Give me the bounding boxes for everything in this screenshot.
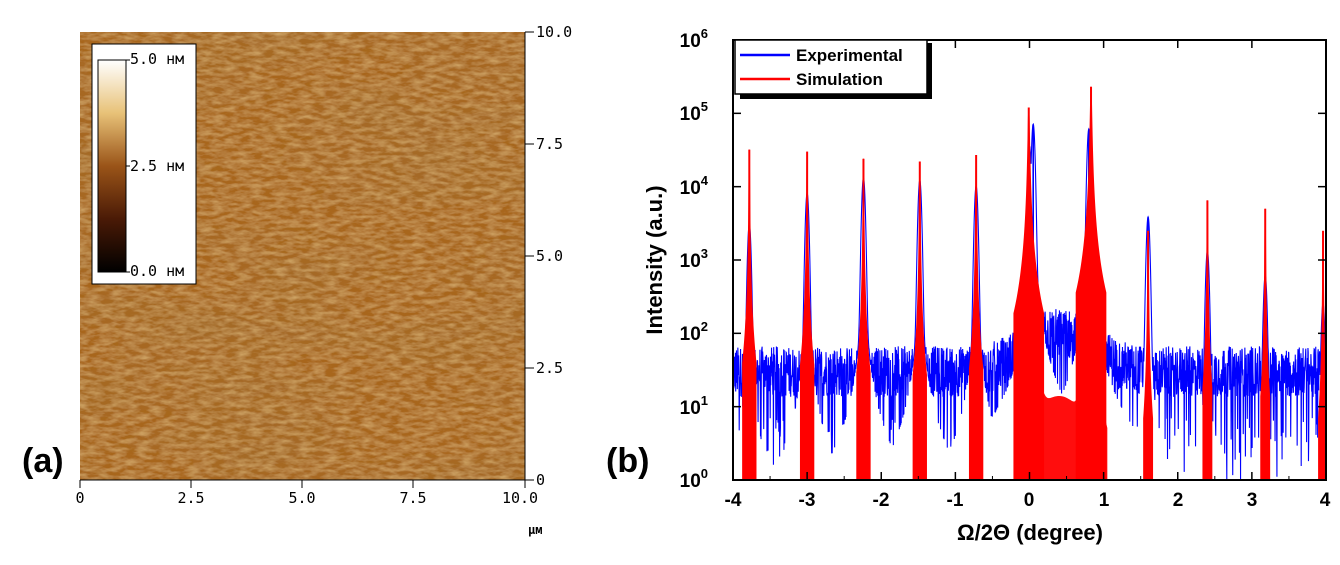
plot-area (733, 86, 1326, 480)
colorbar-max-label: 5.0 нм (130, 50, 184, 68)
x-tick-label: -3 (799, 490, 816, 511)
legend-simulation-label: Simulation (796, 70, 883, 89)
y-tick-label: 105 (680, 99, 708, 125)
afm-y-tick: 2.5 (536, 359, 563, 377)
colorbar-mid-label: 2.5 нм (130, 157, 184, 175)
afm-colorbar (97, 59, 127, 273)
panel-a-label: (a) (22, 442, 64, 480)
y-axis-title: Intensity (a.u.) (642, 185, 667, 334)
simulation-series (742, 86, 1326, 480)
y-tick-label: 102 (680, 319, 708, 345)
panel-a: 10.0 7.5 5.0 2.5 0 0 2.5 5.0 7.5 10.0 µм (22, 23, 572, 537)
afm-y-tick: 0 (536, 471, 545, 489)
x-tick-label: 2 (1173, 490, 1184, 511)
simulation-fringe-region (1014, 331, 1108, 480)
y-tick-label: 101 (680, 393, 708, 419)
afm-y-tick: 7.5 (536, 135, 563, 153)
colorbar-min-label: 0.0 нм (130, 262, 184, 280)
afm-x-tick: 5.0 (288, 489, 315, 507)
y-tick-label: 103 (680, 246, 708, 272)
x-tick-label: 1 (1099, 490, 1110, 511)
legend: Experimental Simulation (734, 39, 932, 99)
x-tick-labels: -4 -3 -2 -1 0 1 2 3 4 (725, 490, 1331, 511)
afm-x-tick: 0 (75, 489, 84, 507)
afm-y-tick: 5.0 (536, 247, 563, 265)
afm-y-tick: 10.0 (536, 23, 572, 41)
x-tick-label: -2 (873, 490, 890, 511)
x-tick-label: 0 (1024, 490, 1035, 511)
x-tick-label: -1 (947, 490, 964, 511)
afm-x-tick: 2.5 (177, 489, 204, 507)
x-axis-title: Ω/2Θ (degree) (957, 520, 1103, 545)
panel-b-label: (b) (606, 442, 649, 480)
afm-right-axis: 10.0 7.5 5.0 2.5 0 (524, 23, 572, 489)
x-tick-label: 4 (1320, 490, 1331, 511)
panel-b: (b) 100 101 102 103 104 105 106 -4 -3 -2… (606, 26, 1331, 545)
afm-bottom-axis: 0 2.5 5.0 7.5 10.0 µм (75, 479, 542, 537)
y-tick-labels: 100 101 102 103 104 105 106 (680, 26, 709, 492)
afm-x-tick: 10.0 (502, 489, 538, 507)
x-tick-label: 3 (1247, 490, 1258, 511)
legend-experimental-label: Experimental (796, 46, 903, 65)
afm-unit-label: µм (528, 523, 542, 537)
y-tick-label: 106 (680, 26, 708, 52)
x-tick-label: -4 (725, 490, 742, 511)
afm-colorbar-box: 5.0 нм 2.5 нм 0.0 нм (91, 43, 197, 285)
afm-x-tick: 7.5 (399, 489, 426, 507)
y-tick-label: 104 (680, 173, 709, 199)
y-tick-label: 100 (680, 466, 708, 492)
